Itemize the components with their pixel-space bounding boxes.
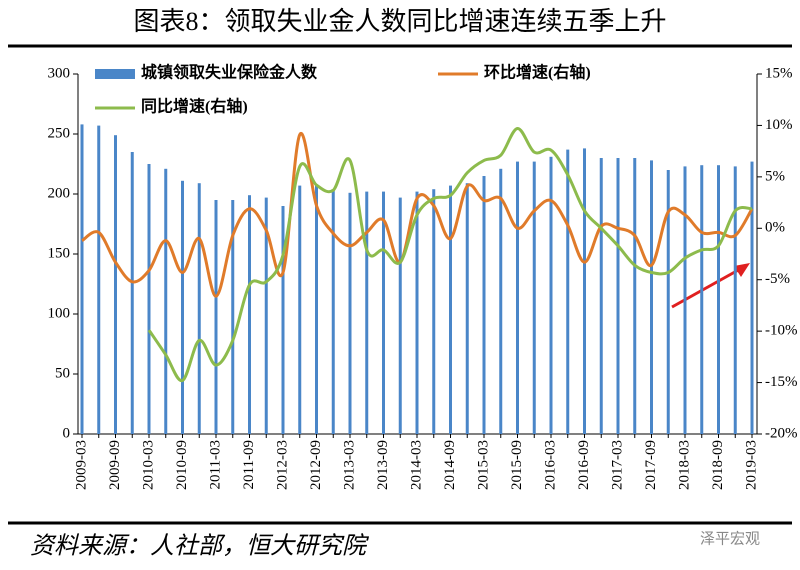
legend-label: 环比增速(右轴)	[484, 63, 591, 82]
bar	[465, 183, 469, 434]
bar	[248, 195, 251, 434]
bar	[566, 149, 570, 434]
x-tick-label: 2010-09	[174, 440, 190, 490]
bar	[315, 184, 318, 434]
line	[81, 132, 754, 298]
bar	[683, 166, 687, 434]
bar	[650, 160, 653, 434]
legend-label: 城镇领取失业保险金人数	[141, 63, 318, 82]
bar	[130, 152, 134, 434]
x-tick-label: 2012-03	[274, 440, 290, 490]
bar	[281, 206, 285, 434]
bar	[750, 161, 754, 434]
y-tick-label: 200	[48, 185, 71, 201]
bar	[114, 135, 117, 434]
legend-label: 同比增速(右轴)	[141, 97, 248, 116]
bar	[365, 191, 369, 434]
y2-tick-label: -5%	[765, 271, 790, 287]
x-tick-label: 2015-03	[475, 440, 491, 490]
y-tick-label: 50	[55, 365, 70, 381]
bar	[482, 176, 486, 434]
x-tick-label: 2015-09	[509, 440, 525, 490]
x-tick-label: 2016-03	[542, 440, 558, 490]
bar	[700, 165, 704, 434]
y-tick-label: 300	[48, 65, 71, 81]
arrow-head	[734, 263, 750, 277]
bar	[733, 166, 737, 434]
y-tick-label: 100	[48, 305, 71, 321]
y2-tick-label: 10%	[765, 117, 793, 133]
bar	[231, 200, 235, 434]
bar	[499, 168, 503, 435]
bar	[583, 148, 586, 434]
x-tick-label: 2016-09	[576, 440, 592, 490]
x-tick-label: 2012-09	[308, 440, 324, 490]
bar	[264, 197, 268, 434]
x-tick-label: 2018-09	[710, 440, 726, 490]
y-tick-label: 250	[48, 125, 71, 141]
bar	[382, 191, 385, 434]
bar	[398, 197, 402, 434]
bar	[331, 189, 335, 434]
bar	[197, 183, 201, 434]
bar	[633, 158, 637, 434]
x-tick-label: 2013-03	[341, 440, 357, 490]
x-tick-label: 2014-03	[408, 440, 424, 490]
bar	[97, 125, 101, 434]
bar	[164, 168, 168, 435]
y2-tick-label: 0%	[765, 220, 785, 236]
legend-swatch	[95, 69, 135, 79]
y2-tick-label: -20%	[765, 425, 798, 441]
y-tick-label: 150	[48, 245, 71, 261]
bar	[298, 185, 302, 434]
x-tick-label: 2011-09	[241, 440, 257, 489]
bar	[516, 161, 519, 434]
y2-tick-label: 5%	[765, 168, 785, 184]
bar	[432, 189, 436, 434]
bar	[717, 165, 720, 434]
x-tick-label: 2011-03	[207, 440, 223, 489]
bar	[666, 170, 670, 434]
x-tick-label: 2009-03	[73, 440, 89, 490]
watermark: 泽平宏观	[700, 530, 760, 547]
bar	[214, 200, 218, 434]
bar	[599, 158, 603, 434]
x-tick-label: 2018-03	[676, 440, 692, 490]
y2-tick-label: -15%	[765, 374, 798, 390]
bar	[532, 161, 536, 434]
source: 资料来源：人社部，恒大研究院	[30, 533, 370, 560]
bar	[80, 124, 84, 435]
trend-arrow	[671, 266, 743, 309]
x-tick-label: 2014-09	[442, 440, 458, 490]
x-tick-label: 2010-03	[140, 440, 156, 490]
x-tick-label: 2009-09	[107, 440, 123, 490]
chart-title: 图表8：领取失业金人数同比增速连续五季上升	[133, 7, 666, 36]
bar	[549, 156, 553, 435]
bar	[147, 164, 151, 434]
x-tick-label: 2017-09	[643, 440, 659, 490]
x-tick-label: 2013-09	[375, 440, 391, 490]
y2-tick-label: -10%	[765, 323, 798, 339]
bar	[348, 192, 352, 434]
y-tick-label: 0	[63, 425, 71, 441]
x-tick-label: 2019-03	[743, 440, 759, 490]
bar	[616, 158, 620, 434]
bar	[449, 185, 452, 434]
line	[147, 127, 753, 383]
bar	[181, 180, 184, 434]
bar	[415, 191, 419, 434]
y2-tick-label: 15%	[765, 65, 793, 81]
x-tick-label: 2017-03	[609, 440, 625, 490]
